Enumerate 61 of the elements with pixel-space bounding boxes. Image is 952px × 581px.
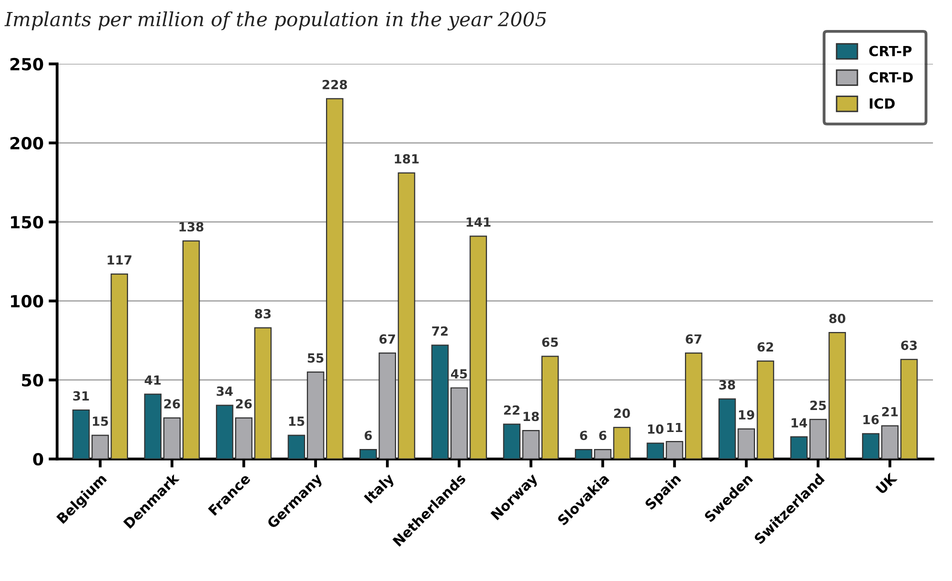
- data-label: 83: [254, 309, 271, 318]
- data-label: 26: [164, 399, 180, 409]
- bar: [144, 394, 162, 459]
- data-label: 21: [882, 406, 898, 416]
- data-label: 117: [108, 255, 132, 265]
- data-label: 10: [648, 424, 664, 434]
- bar: [666, 441, 684, 459]
- y-tick-label: 250: [10, 58, 44, 70]
- legend-label: ICD: [870, 98, 895, 109]
- bar: [900, 358, 918, 459]
- data-label: 25: [810, 400, 826, 410]
- data-label: 14: [792, 418, 808, 428]
- data-label: 65: [542, 337, 558, 347]
- data-label: 31: [73, 391, 89, 401]
- bar: [431, 344, 449, 459]
- data-label: 6: [599, 430, 606, 440]
- y-tick-label: 150: [11, 216, 44, 229]
- legend-label: CRT-D: [869, 72, 913, 83]
- data-label: 72: [432, 326, 448, 336]
- data-label: 15: [289, 416, 304, 426]
- data-label: 62: [758, 342, 774, 352]
- data-label: 181: [394, 154, 419, 164]
- data-label: 45: [451, 369, 467, 379]
- bar: [182, 240, 200, 459]
- bar: [72, 409, 90, 459]
- legend-label: CRT-P: [869, 46, 912, 56]
- data-label: 19: [739, 410, 754, 420]
- data-label: 55: [308, 353, 324, 363]
- y-tick-label: 200: [10, 136, 44, 150]
- bar: [541, 356, 559, 459]
- data-label: 141: [466, 218, 490, 227]
- data-label: 6: [364, 430, 372, 440]
- bar: [790, 436, 808, 459]
- data-label: 80: [829, 314, 846, 324]
- bar: [684, 352, 702, 459]
- y-tick-label: 50: [22, 374, 44, 387]
- data-label: 15: [92, 416, 108, 426]
- data-label: 11: [667, 422, 682, 432]
- data-label: 6: [580, 430, 588, 440]
- data-label: 228: [322, 80, 347, 90]
- data-label: 20: [614, 408, 630, 418]
- bar: [398, 172, 416, 459]
- bar: [163, 417, 181, 459]
- data-label: 38: [719, 380, 736, 390]
- data-label: 22: [504, 405, 520, 415]
- data-label: 138: [179, 222, 204, 232]
- data-label: 34: [216, 386, 233, 396]
- data-label: 41: [144, 376, 161, 385]
- chart-title: Implants per million of the population in the year 2005: [4, 11, 546, 30]
- bar: [646, 442, 664, 459]
- bar: [288, 434, 306, 459]
- x-tick-label: UK: [876, 472, 898, 494]
- data-label: 67: [686, 334, 702, 344]
- data-label: 26: [236, 399, 252, 409]
- bar: [756, 360, 774, 459]
- data-label: 18: [524, 412, 539, 422]
- data-label: 67: [379, 334, 396, 344]
- y-tick-label: 0: [33, 452, 44, 466]
- data-label: 63: [901, 340, 917, 350]
- data-label: 16: [863, 414, 879, 424]
- y-tick-label: 100: [11, 294, 44, 308]
